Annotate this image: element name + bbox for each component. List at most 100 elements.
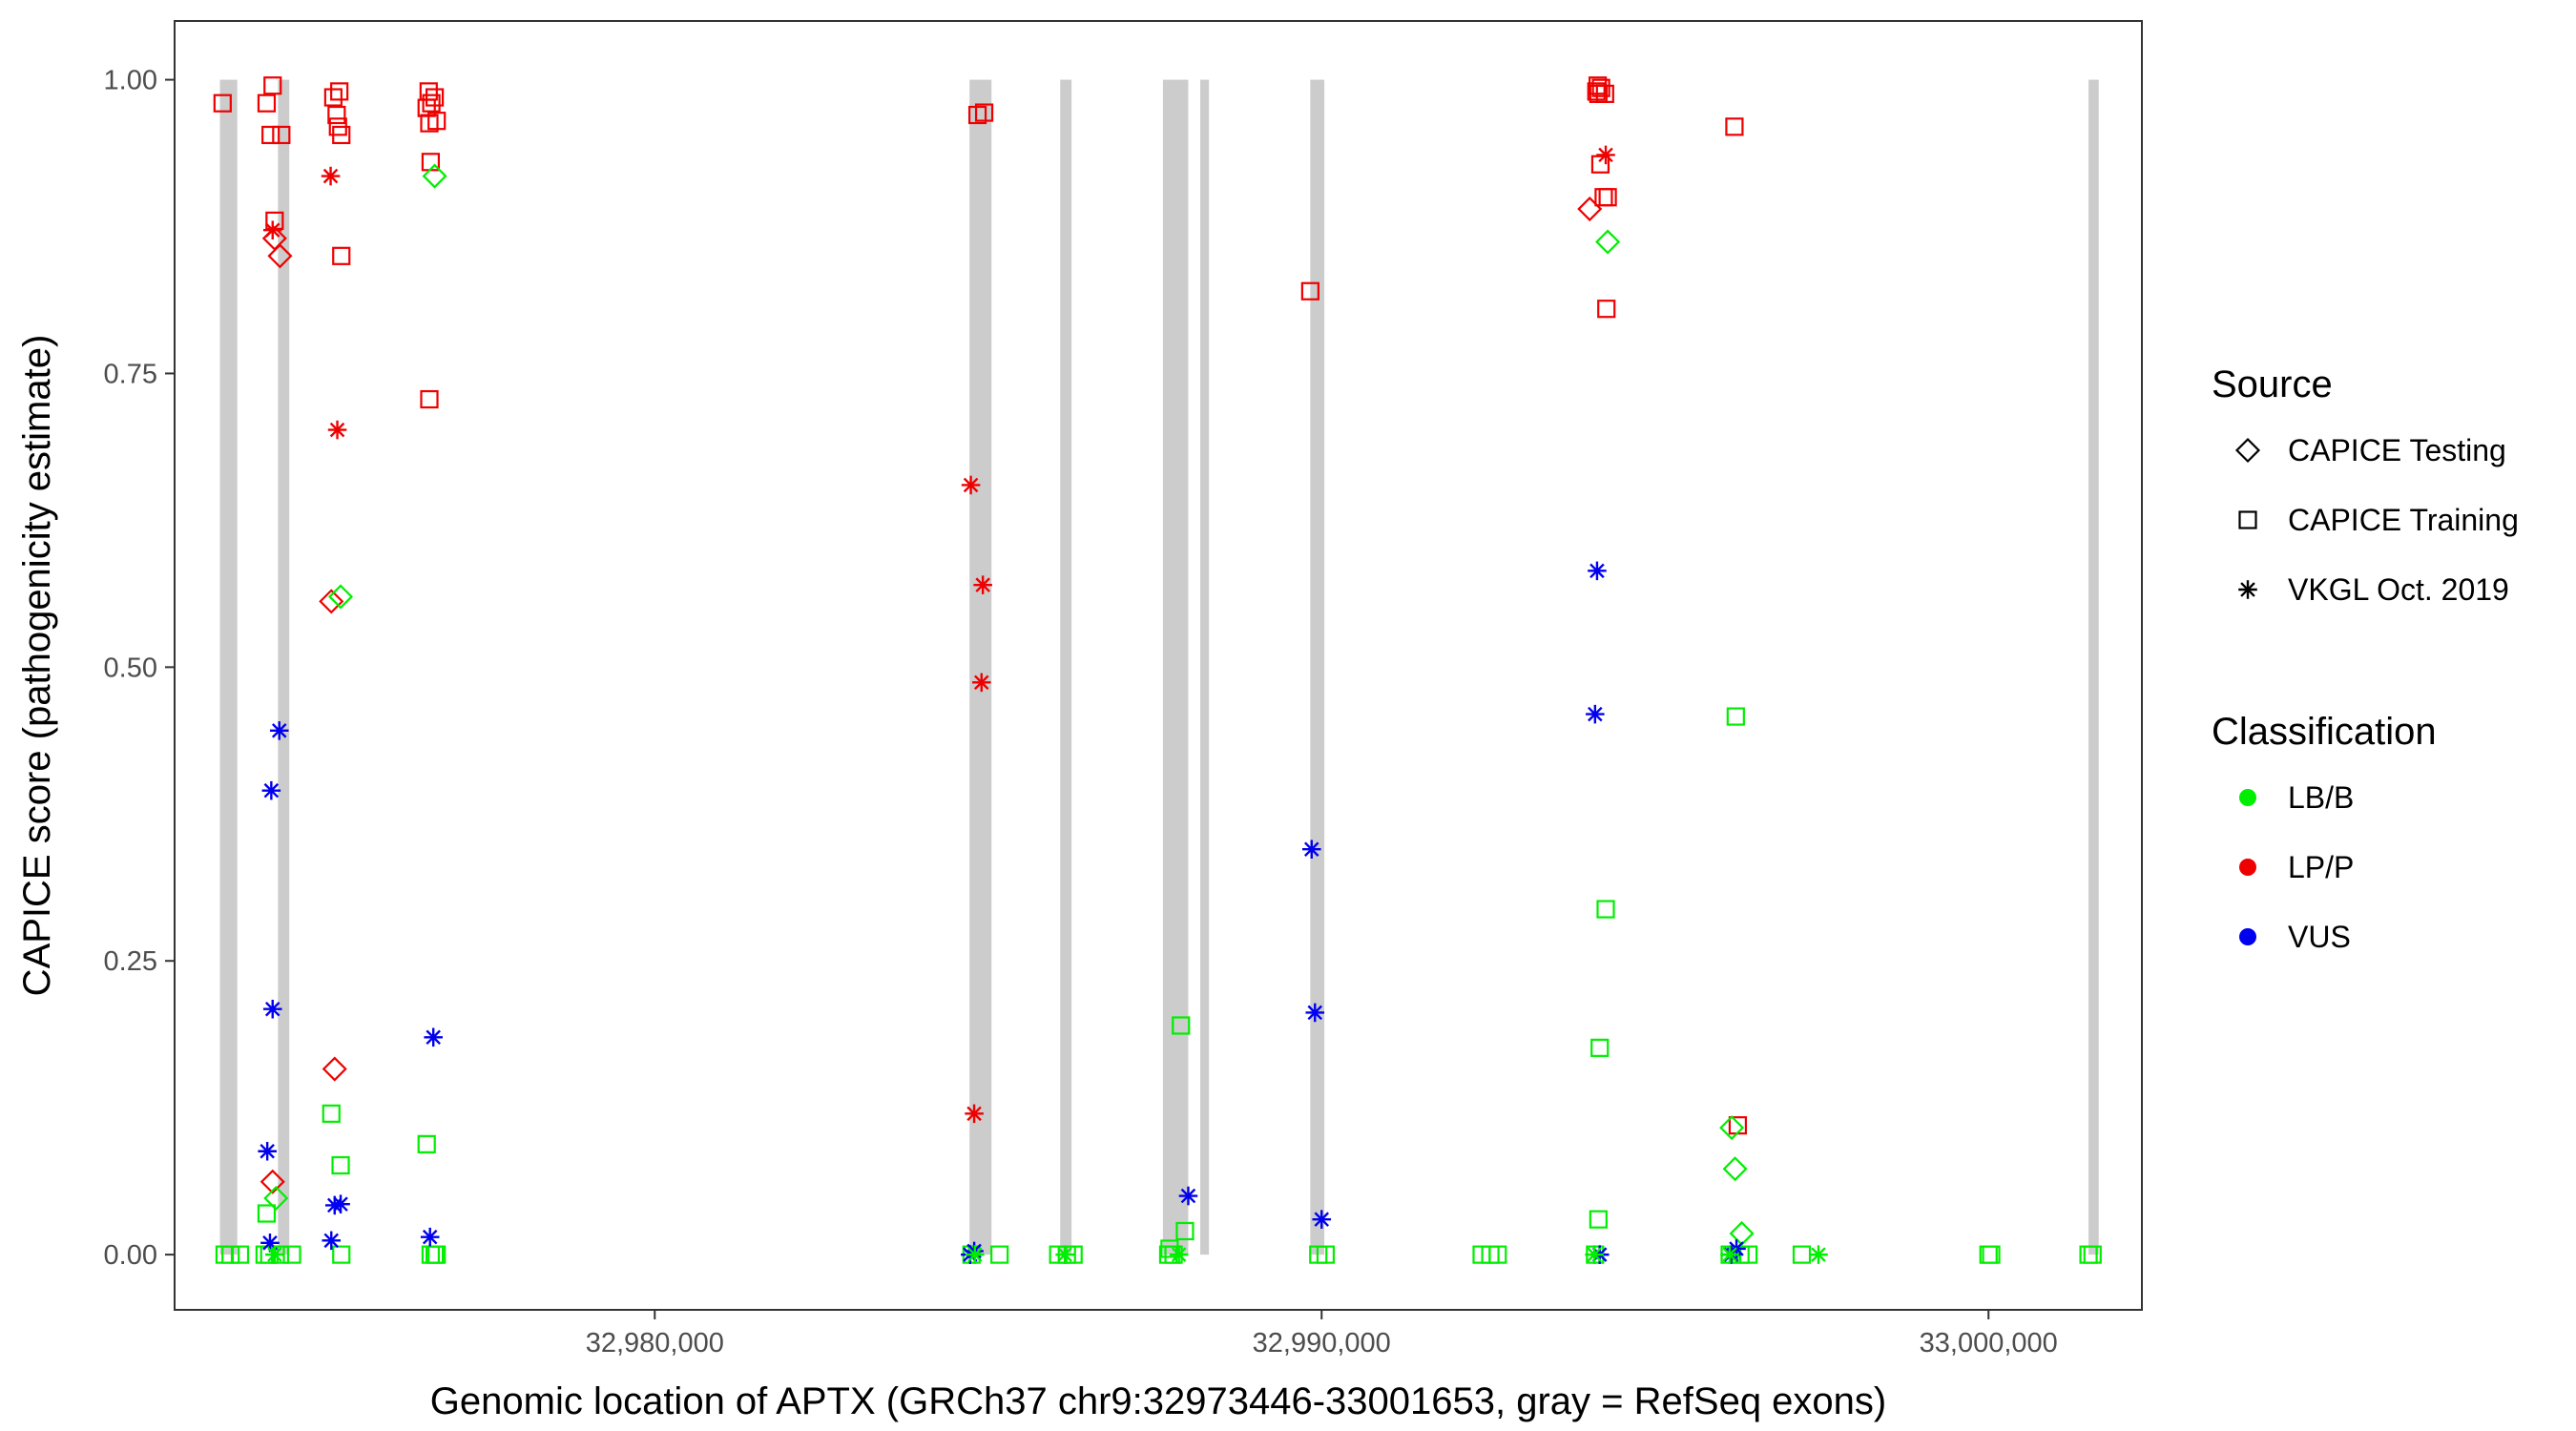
x-tick-label: 32,990,000 [1253,1328,1391,1358]
legend-classification-items: LB/B LP/P VUS [2239,780,2354,954]
data-point-square [332,1245,351,1264]
x-axis-title: Genomic location of APTX (GRCh37 chr9:32… [430,1380,1886,1422]
data-point-asterisk [1720,1245,1739,1264]
data-point-square [257,93,277,113]
exon-band [278,79,290,1255]
legend-source-label: VKGL Oct. 2019 [2288,572,2509,607]
exon-band [2088,79,2099,1255]
data-point-diamond [267,243,293,269]
data-point-asterisk [265,1245,284,1264]
data-point-asterisk [327,420,347,440]
data-point-asterisk [1809,1245,1828,1264]
legend-source-label: CAPICE Training [2288,503,2519,537]
data-point-diamond [263,1185,289,1212]
data-point-diamond [422,163,447,189]
legend-source-label: CAPICE Testing [2288,433,2506,467]
data-point-square [420,114,439,133]
data-point-asterisk [1588,561,1607,581]
exon-band [1162,79,1189,1255]
data-point-square [1589,1210,1608,1229]
data-points [213,76,2102,1264]
legend-source-items: CAPICE Testing CAPICE Training VKGL Oct. 2… [2234,433,2519,607]
legend: Source CAPICE Testing CAPICE Training VKGL… [2212,363,2519,954]
data-point-asterisk [1305,1003,1325,1023]
exon-band [969,79,992,1255]
data-point-square [330,82,349,101]
y-tick-label: 0.50 [104,653,157,683]
legend-classification-label: VUS [2288,920,2351,954]
data-point-square [1597,300,1616,319]
data-point-asterisk [1178,1186,1198,1206]
data-point-asterisk [965,1104,984,1124]
data-point-asterisk [1596,145,1615,165]
data-point-asterisk [260,1234,280,1253]
data-point-asterisk [961,475,981,495]
legend-key-dot [2239,928,2256,945]
data-point-square [1726,707,1745,726]
data-point-asterisk [1586,704,1605,724]
exon-band [1310,79,1325,1255]
data-point-square [420,389,439,409]
data-point-square [1982,1245,2001,1264]
data-point-asterisk [321,166,341,186]
data-point-square [323,88,343,107]
data-point-square [990,1245,1009,1264]
data-point-asterisk [262,220,282,239]
data-point-square [427,1245,447,1264]
data-point-square [2083,1245,2102,1264]
data-point-asterisk [322,1231,342,1251]
data-point-square [1595,84,1614,103]
x-tick-label: 33,000,000 [1920,1328,2058,1358]
data-point-square [1488,1245,1507,1264]
legend-classification-title: Classification [2212,711,2437,753]
data-point-square [1725,117,1744,136]
y-axis-title: CAPICE score (pathogenicity estimate) [16,335,58,997]
data-point-square [230,1245,250,1264]
data-point-square [332,125,351,145]
data-point-diamond [1722,1156,1748,1182]
legend-source-title: Source [2212,363,2333,405]
data-point-square [1590,155,1610,174]
data-point-diamond [260,1169,285,1194]
y-axis: 0.00 0.25 0.50 0.75 1.00 [104,66,175,1271]
exon-band [219,79,238,1255]
data-point-square [332,246,351,265]
data-point-diamond [1577,197,1603,222]
legend-key-dot [2239,859,2256,876]
data-point-square [1316,1245,1336,1264]
y-tick-label: 0.75 [104,359,157,389]
legend-key-square [2238,510,2257,529]
data-point-asterisk [262,999,282,1019]
data-point-square [261,125,280,145]
data-point-asterisk [420,1227,440,1247]
plot-panel-border [174,20,2143,1311]
data-point-diamond [319,589,344,614]
data-point-square [327,105,346,125]
data-point-asterisk [1169,1245,1189,1264]
x-tick-label: 32,980,000 [586,1328,724,1358]
data-point-square [417,1134,436,1153]
data-point-asterisk [971,673,991,693]
data-point-diamond [1595,229,1621,255]
exon-bands [219,79,2099,1255]
data-point-square [1175,1221,1195,1241]
legend-key-asterisk [2238,580,2257,599]
legend-key-dot [2239,789,2256,806]
data-point-asterisk [1301,840,1321,860]
data-point-square [272,125,291,145]
data-point-square [422,93,441,113]
data-point-asterisk [424,1027,443,1047]
data-point-asterisk [1312,1210,1332,1229]
data-point-square [1590,1038,1610,1057]
data-point-asterisk [1585,1245,1604,1264]
data-point-asterisk [966,1245,985,1264]
exon-band [1060,79,1072,1255]
data-point-asterisk [331,1194,350,1213]
data-point-asterisk [269,721,289,740]
data-point-square [1300,281,1319,301]
x-axis: 32,980,000 32,990,000 33,000,000 [586,1310,2058,1358]
data-point-diamond [1719,1115,1745,1141]
data-point-square [213,93,232,113]
